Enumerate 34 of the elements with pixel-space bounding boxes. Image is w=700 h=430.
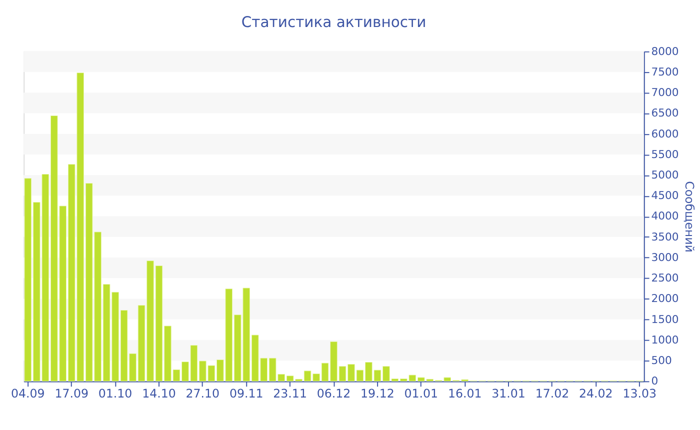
y-tick-label: 7500: [651, 65, 679, 78]
x-tick-label: 01.10: [98, 386, 132, 400]
y-tick-label: 8000: [651, 44, 679, 58]
x-tick-label: 06.12: [316, 386, 351, 400]
y-tick-label: 1500: [651, 312, 679, 326]
y-tick-label: 6500: [651, 106, 679, 120]
x-tick-label: 14.10: [142, 386, 176, 400]
y-tick-label: 4000: [651, 210, 679, 223]
y-tick-label: 6000: [651, 127, 679, 140]
y-tick-label: 4500: [651, 189, 679, 202]
x-tick-label: 09.11: [229, 386, 264, 400]
x-tick-label: 17.09: [54, 386, 88, 400]
y-tick-label: 5500: [651, 148, 679, 161]
chart-title: Статистика активности: [241, 14, 426, 31]
x-tick-label: 27.10: [186, 386, 220, 400]
x-tick-label: 24.02: [579, 386, 613, 400]
x-tick-label: 31.01: [492, 386, 526, 400]
x-tick-label: 17.02: [535, 386, 570, 400]
y-axis-title: Сообщений: [682, 181, 697, 252]
y-tick-label: 0: [651, 374, 658, 388]
x-tick-label: 13.03: [622, 386, 656, 400]
y-tick-label: 5000: [651, 168, 679, 182]
y-tick-label: 2500: [651, 272, 679, 285]
x-tick-label: 19.12: [360, 386, 394, 400]
y-tick-label: 2000: [651, 292, 679, 306]
y-tick-label: 1000: [651, 333, 679, 346]
y-tick-label: 3000: [651, 250, 679, 264]
y-tick-label: 3500: [651, 230, 679, 244]
y-tick-label: 500: [651, 354, 672, 368]
x-tick-label: 04.09: [11, 386, 45, 400]
x-tick-label: 01.01: [404, 386, 438, 400]
y-tick-label: 7000: [651, 86, 679, 100]
x-tick-label: 23.11: [273, 386, 307, 400]
x-tick-label: 16.01: [448, 386, 482, 400]
